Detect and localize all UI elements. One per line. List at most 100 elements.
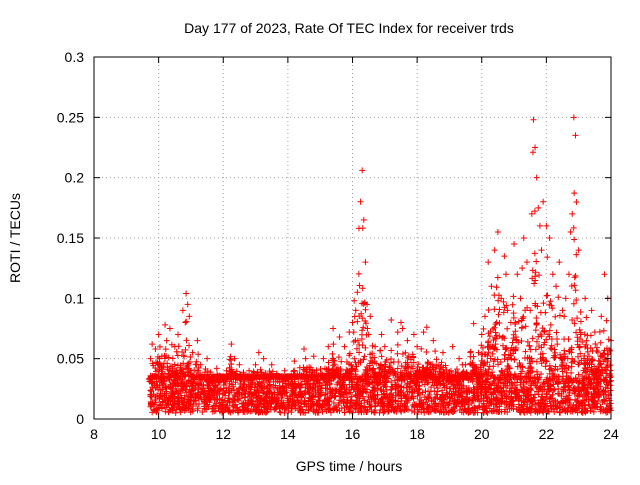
data-point bbox=[175, 381, 182, 388]
data-point bbox=[437, 396, 444, 403]
data-point bbox=[318, 403, 325, 410]
data-point bbox=[356, 376, 363, 383]
data-point bbox=[601, 377, 608, 384]
data-point bbox=[297, 403, 304, 410]
data-point bbox=[419, 378, 426, 385]
data-point bbox=[560, 380, 567, 387]
data-point bbox=[361, 397, 368, 404]
data-point bbox=[194, 405, 201, 412]
data-point bbox=[583, 396, 590, 403]
y-tick-label: 0.25 bbox=[57, 109, 84, 125]
data-point bbox=[187, 409, 194, 416]
data-point bbox=[204, 393, 211, 400]
data-point bbox=[162, 408, 169, 415]
data-point bbox=[262, 404, 269, 411]
data-point bbox=[185, 393, 192, 400]
data-point bbox=[402, 402, 409, 409]
x-tick-label: 8 bbox=[90, 426, 98, 442]
data-point bbox=[478, 381, 485, 388]
data-point bbox=[170, 393, 177, 400]
data-point bbox=[403, 398, 410, 405]
data-point bbox=[580, 379, 587, 386]
data-point bbox=[225, 408, 232, 415]
data-point bbox=[596, 392, 603, 399]
data-point bbox=[538, 393, 545, 400]
data-point bbox=[213, 392, 220, 399]
data-point bbox=[597, 403, 604, 410]
data-point bbox=[413, 402, 420, 409]
data-point bbox=[448, 391, 455, 398]
data-point bbox=[488, 396, 495, 403]
y-tick-label: 0 bbox=[76, 411, 84, 427]
data-point bbox=[600, 396, 607, 403]
data-point bbox=[181, 400, 188, 407]
data-point bbox=[385, 408, 392, 415]
data-point bbox=[352, 382, 359, 389]
data-point bbox=[310, 393, 317, 400]
data-point bbox=[264, 399, 271, 406]
data-point bbox=[489, 380, 496, 387]
data-point bbox=[296, 384, 303, 391]
x-tick-label: 14 bbox=[280, 426, 296, 442]
data-point bbox=[234, 389, 241, 396]
data-point bbox=[392, 389, 399, 396]
data-point bbox=[369, 379, 376, 386]
data-point bbox=[253, 387, 260, 394]
data-point bbox=[197, 391, 204, 398]
data-point bbox=[258, 385, 265, 392]
data-point bbox=[360, 408, 367, 415]
data-point bbox=[602, 374, 609, 381]
data-point bbox=[582, 402, 589, 409]
data-point bbox=[258, 398, 265, 405]
data-point bbox=[393, 381, 400, 388]
data-point bbox=[438, 400, 445, 407]
data-point bbox=[518, 386, 525, 393]
data-point bbox=[307, 397, 314, 404]
data-point bbox=[537, 402, 544, 409]
data-point bbox=[521, 398, 528, 405]
x-tick-label: 22 bbox=[539, 426, 555, 442]
data-point bbox=[232, 379, 239, 386]
data-point bbox=[546, 396, 553, 403]
data-point bbox=[354, 318, 361, 325]
data-point bbox=[366, 401, 373, 408]
data-point bbox=[482, 385, 489, 392]
data-point bbox=[491, 385, 498, 392]
data-point bbox=[183, 389, 190, 396]
data-point bbox=[390, 396, 397, 403]
data-point bbox=[359, 315, 366, 322]
data-point bbox=[323, 385, 330, 392]
x-tick-label: 20 bbox=[474, 426, 490, 442]
data-point bbox=[310, 381, 317, 388]
data-point bbox=[147, 387, 154, 394]
data-point bbox=[353, 363, 360, 370]
data-point bbox=[234, 407, 241, 414]
data-point bbox=[607, 387, 614, 394]
data-point bbox=[356, 282, 363, 289]
data-point bbox=[382, 379, 389, 386]
data-point bbox=[521, 399, 528, 406]
data-point bbox=[189, 387, 196, 394]
data-point bbox=[316, 380, 323, 387]
data-point bbox=[150, 391, 157, 398]
data-point bbox=[575, 392, 582, 399]
data-point bbox=[260, 390, 267, 397]
data-point bbox=[266, 381, 273, 388]
data-point bbox=[509, 397, 516, 404]
data-point bbox=[421, 409, 428, 416]
x-tick-label: 12 bbox=[215, 426, 231, 442]
data-point bbox=[334, 379, 341, 386]
data-point bbox=[408, 386, 415, 393]
x-axis-label: GPS time / hours bbox=[296, 458, 403, 474]
data-point bbox=[326, 381, 333, 388]
data-point bbox=[240, 409, 247, 416]
data-point bbox=[260, 379, 267, 386]
data-point bbox=[464, 398, 471, 405]
data-point bbox=[271, 406, 278, 413]
data-point bbox=[540, 380, 547, 387]
y-tick-label: 0.1 bbox=[65, 290, 85, 306]
data-point bbox=[247, 408, 254, 415]
data-point bbox=[546, 385, 553, 392]
data-point bbox=[339, 381, 346, 388]
